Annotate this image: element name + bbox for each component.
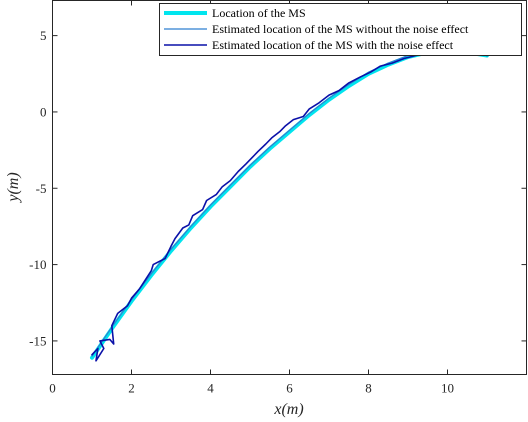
x-axis-label: x(m) <box>273 401 303 418</box>
legend-box <box>159 3 522 56</box>
y-tick-label: -5 <box>36 181 47 196</box>
x-tick-label: 4 <box>207 381 214 396</box>
x-tick-label: 0 <box>49 381 56 396</box>
legend: Location of the MS Estimated location of … <box>159 3 522 56</box>
y-tick-label: -10 <box>29 257 46 272</box>
plot-frame <box>52 0 527 375</box>
series-line-3 <box>91 48 488 362</box>
x-tick-label: 10 <box>441 381 454 396</box>
y-tick-label: 0 <box>40 104 47 119</box>
x-tick-label: 6 <box>286 381 293 396</box>
y-tick-label: -15 <box>29 333 46 348</box>
legend-entry-3: Estimated location of the MS with the no… <box>212 38 454 52</box>
legend-entry-2: Estimated location of the MS without the… <box>212 22 469 36</box>
legend-entry-1: Location of the MS <box>212 6 306 20</box>
x-tick-label: 2 <box>128 381 135 396</box>
ticks: 0 2 4 6 8 10 -15 -10 -5 0 5 <box>29 0 527 396</box>
y-tick-label: 5 <box>40 28 47 43</box>
x-tick-label: 8 <box>365 381 372 396</box>
y-axis-label: y(m) <box>5 172 22 203</box>
